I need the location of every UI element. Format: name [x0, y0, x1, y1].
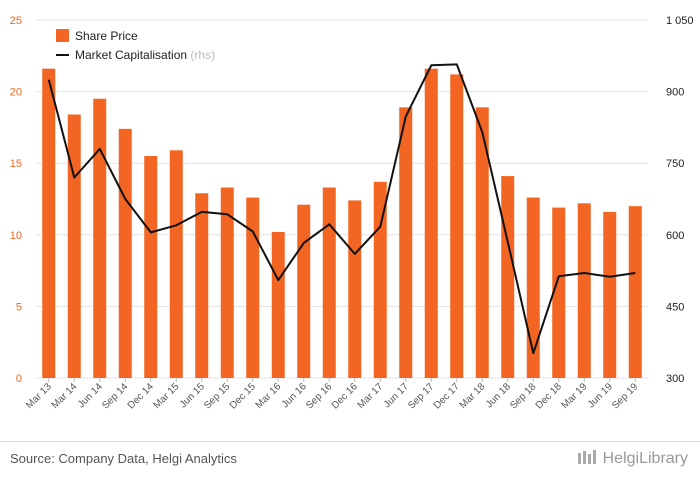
x-tick-label: Mar 16	[254, 381, 284, 411]
right-tick-label: 300	[666, 373, 684, 385]
x-tick-label: Sep 18	[508, 381, 538, 411]
bar	[425, 69, 438, 378]
left-tick-label: 20	[10, 87, 22, 99]
right-tick-label: 750	[666, 158, 684, 170]
right-tick-label: 600	[666, 230, 684, 242]
brand-name: HelgiLibrary	[603, 450, 688, 467]
bar	[272, 232, 285, 378]
bar	[42, 69, 55, 378]
right-axis-ticks: 300 450 600 750 900 1 050	[666, 15, 694, 385]
left-tick-label: 0	[16, 373, 22, 385]
bar	[629, 206, 642, 378]
source-note: Source: Company Data, Helgi Analytics	[10, 451, 237, 466]
left-tick-label: 15	[10, 158, 22, 170]
x-tick-label: Dec 18	[534, 381, 564, 411]
legend-swatch-share-price	[56, 29, 69, 42]
footer: Source: Company Data, Helgi Analytics He…	[0, 441, 700, 484]
right-tick-label: 900	[666, 87, 684, 99]
x-tick-label: Mar 19	[560, 381, 590, 411]
right-tick-label: 450	[666, 301, 684, 313]
bar	[399, 107, 412, 378]
market-cap-line	[49, 64, 636, 353]
x-tick-label: Dec 15	[228, 381, 258, 411]
x-tick-label: Mar 14	[50, 381, 80, 411]
bar	[170, 150, 183, 378]
market-cap-line-layer	[49, 64, 636, 353]
legend-label-market-cap-suffix: (rhs)	[190, 48, 215, 62]
left-tick-label: 25	[10, 15, 22, 27]
bar	[93, 99, 106, 378]
x-tick-label: Jun 14	[76, 381, 105, 410]
bar	[603, 212, 616, 378]
x-tick-label: Dec 17	[432, 381, 462, 411]
x-tick-label: Jun 19	[586, 381, 615, 410]
legend-label-market-cap-name: Market Capitalisation	[75, 48, 187, 62]
x-tick-label: Mar 17	[356, 381, 386, 411]
x-tick-label: Mar 18	[458, 381, 488, 411]
x-tick-label: Dec 14	[126, 381, 156, 411]
legend-label-market-cap: Market Capitalisation (rhs)	[75, 48, 215, 62]
brand-logo[interactable]: HelgiLibrary	[577, 449, 688, 468]
bar	[68, 115, 81, 378]
bar	[297, 205, 310, 378]
x-tick-label: Sep 17	[406, 381, 436, 411]
library-icon	[577, 449, 599, 465]
bar	[323, 188, 336, 378]
legend-label-share-price: Share Price	[75, 29, 138, 43]
x-tick-label: Jun 17	[382, 381, 411, 410]
bar	[119, 129, 132, 378]
legend: Share Price Market Capitalisation (rhs)	[56, 29, 215, 62]
bar	[578, 203, 591, 378]
x-tick-label: Sep 16	[304, 381, 334, 411]
bar	[450, 74, 463, 378]
x-tick-label: Sep 14	[100, 381, 130, 411]
bar	[195, 193, 208, 378]
x-tick-label: Mar 13	[24, 381, 54, 411]
x-tick-label: Jun 15	[178, 381, 207, 410]
x-tick-label: Sep 19	[610, 381, 640, 411]
x-tick-label: Dec 16	[330, 381, 360, 411]
x-tick-label: Mar 15	[152, 381, 182, 411]
bar	[246, 198, 259, 378]
bar	[501, 176, 514, 378]
share-price-bars	[42, 69, 642, 378]
right-tick-label: 1 050	[666, 15, 694, 27]
left-tick-label: 10	[10, 230, 22, 242]
x-tick-label: Sep 15	[202, 381, 232, 411]
bar	[221, 188, 234, 378]
x-tick-label: Jun 18	[484, 381, 513, 410]
left-axis-ticks: 0 5 10 15 20 25	[10, 15, 22, 385]
bar	[144, 156, 157, 378]
x-tick-label: Jun 16	[280, 381, 309, 410]
bar	[348, 200, 361, 378]
left-tick-label: 5	[16, 301, 22, 313]
